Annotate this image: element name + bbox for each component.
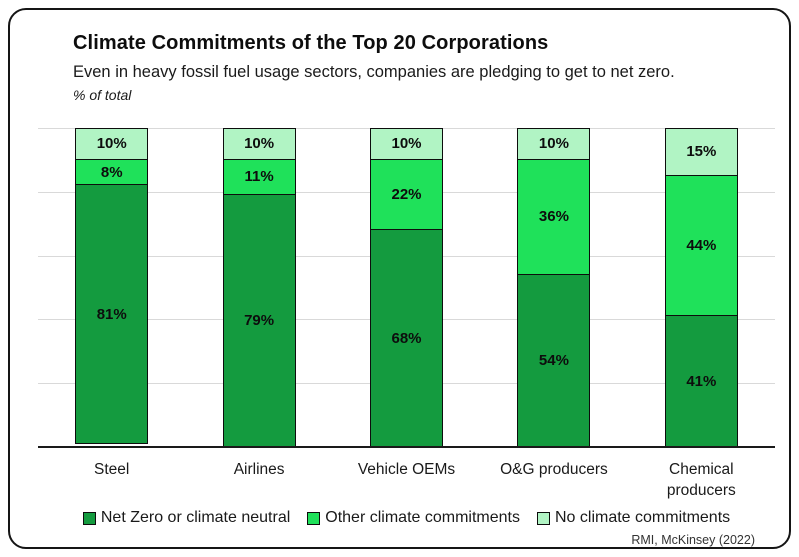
bar-value-label: 54% [538, 351, 569, 369]
bar-value-label: 36% [538, 208, 569, 226]
x-axis-line [38, 446, 775, 448]
bar-value-label: 44% [686, 237, 717, 255]
bar-segment: 79% [222, 194, 296, 447]
bar-value-label: 11% [244, 168, 274, 186]
plot-area: 10% 8% 81% 10% 11% 79% 10% 22% 68% 10% 36% 54% 15% 44… [38, 128, 775, 448]
bar-segment: 10% [75, 128, 149, 160]
stacked-bar: 10% 11% 79% [222, 128, 296, 447]
x-axis-label: Airlines [233, 461, 285, 478]
bar-value-label: 22% [391, 185, 422, 203]
legend-swatch [536, 511, 550, 525]
bar-segment: 22% [370, 159, 444, 231]
bar-column: 10% 36% 54% [480, 128, 627, 447]
bar-segment: 81% [75, 185, 149, 444]
stacked-bar: 15% 44% 41% [664, 128, 738, 447]
legend-swatch [307, 511, 321, 525]
bar-value-label: 68% [391, 329, 422, 347]
legend-label: Other climate commitments [325, 509, 520, 526]
stacked-bar: 10% 36% 54% [517, 128, 591, 447]
bar-value-label: 41% [686, 372, 717, 390]
bar-value-label: 10% [96, 135, 127, 153]
unit-label: % of total [73, 87, 132, 103]
bar-segment: 54% [517, 274, 591, 447]
legend-item: Net Zero or climate neutral [82, 509, 291, 527]
bar-value-label: 10% [391, 135, 422, 153]
bar-column: 10% 22% 68% [333, 128, 480, 447]
x-axis-label: Vehicle OEMs [357, 461, 456, 478]
bar-column: 10% 8% 81% [38, 128, 185, 447]
legend-swatch [82, 511, 96, 525]
chart-title: Climate Commitments of the Top 20 Corpor… [73, 32, 549, 54]
legend: Net Zero or climate neutral Other climate… [38, 509, 775, 527]
bar-segment: 10% [370, 128, 444, 160]
bar-segment: 68% [370, 230, 444, 447]
bar-segment: 41% [664, 316, 738, 447]
stacked-bar: 10% 22% 68% [370, 128, 444, 447]
legend-item: No climate commitments [536, 509, 731, 527]
legend-label: No climate commitments [554, 509, 731, 526]
x-axis-label: O&G producers [500, 461, 608, 478]
x-axis-label: Steel [94, 461, 130, 478]
bar-column: 10% 11% 79% [185, 128, 332, 447]
bar-value-label: 10% [538, 135, 569, 153]
bar-value-label: 10% [244, 135, 275, 153]
bar-value-label: 8% [100, 163, 123, 181]
bar-segment: 8% [75, 159, 149, 186]
bar-value-label: 81% [96, 305, 127, 323]
bar-segment: 10% [222, 128, 296, 160]
bar-segment: 10% [517, 128, 591, 160]
x-axis-labels: Steel Airlines Vehicle OEMs O&G producers Ch… [38, 460, 775, 502]
bar-value-label: 15% [686, 143, 717, 161]
bar-segment: 11% [222, 159, 296, 195]
bar-segment: 44% [664, 175, 738, 317]
bars-container: 10% 8% 81% 10% 11% 79% 10% 22% 68% 10% 36% 54% 15% 44… [38, 128, 775, 447]
bar-column: 15% 44% 41% [628, 128, 775, 447]
x-axis-label: Chemical producers [666, 461, 736, 499]
legend-label: Net Zero or climate neutral [100, 509, 291, 526]
chart-card: Climate Commitments of the Top 20 Corpor… [8, 8, 791, 549]
bar-segment: 36% [517, 159, 591, 275]
bar-segment: 15% [664, 128, 738, 176]
source-note: RMI, McKinsey (2022) [631, 533, 755, 547]
stacked-bar: 10% 8% 81% [75, 128, 149, 447]
legend-item: Other climate commitments [307, 509, 520, 527]
bar-value-label: 79% [244, 311, 275, 329]
chart-subtitle: Even in heavy fossil fuel usage sectors,… [73, 63, 675, 81]
